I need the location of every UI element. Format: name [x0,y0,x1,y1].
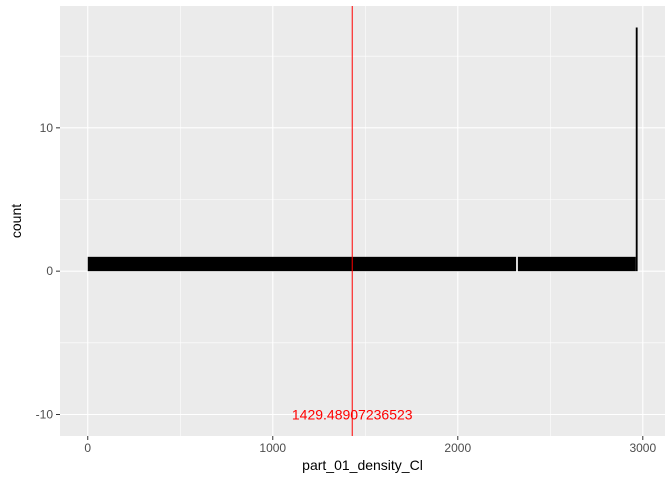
x-axis-title: part_01_density_Cl [302,457,423,473]
histogram-bar [635,27,638,272]
x-tick-label: 3000 [629,441,656,455]
histogram-bar [517,256,636,272]
vline-layer: 1429.48907236523 [292,6,413,436]
y-tick-label: 10 [40,121,54,135]
plot-panel [60,6,665,436]
x-tick-label: 1000 [259,441,286,455]
y-tick-label: -10 [36,408,54,422]
axis-layer: 0 1000 2000 3000 -10 0 10 [36,121,657,455]
x-tick-label: 0 [84,441,91,455]
histogram-bar [87,256,517,272]
y-axis-title: count [8,204,24,238]
bars-layer [87,27,638,272]
x-tick-label: 2000 [444,441,471,455]
y-tick-label: 0 [46,264,53,278]
reference-line-label: 1429.48907236523 [292,407,413,423]
